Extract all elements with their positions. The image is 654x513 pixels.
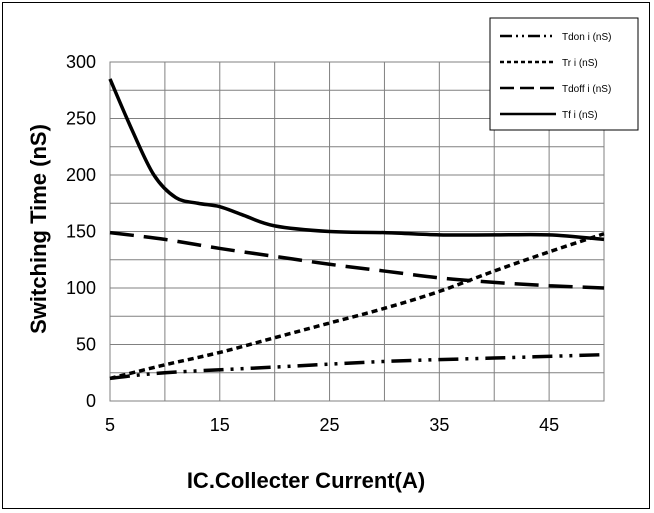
y-tick-label: 150 bbox=[66, 222, 96, 242]
x-tick-label: 5 bbox=[105, 415, 115, 435]
series-line-2 bbox=[109, 232, 605, 381]
y-tick-label: 0 bbox=[86, 391, 96, 411]
x-tick-label: 15 bbox=[210, 415, 230, 435]
legend-label-4: Tf i (nS) bbox=[562, 110, 598, 121]
y-tick-label: 250 bbox=[66, 109, 96, 129]
legend-label-2: Tr i (nS) bbox=[562, 58, 598, 69]
x-tick-label: 45 bbox=[539, 415, 559, 435]
plot-area bbox=[109, 61, 605, 402]
series-lines bbox=[108, 78, 605, 381]
x-axis-title: IC.Collecter Current(A) bbox=[187, 468, 425, 493]
y-tick-label: 50 bbox=[76, 335, 96, 355]
x-tick-label: 35 bbox=[429, 415, 449, 435]
legend-box bbox=[489, 17, 639, 131]
y-tick-label: 100 bbox=[66, 278, 96, 298]
y-tick-label: 200 bbox=[66, 165, 96, 185]
series-line-3 bbox=[109, 230, 605, 290]
y-tick-label: 300 bbox=[66, 52, 96, 72]
x-tick-labels: 5 15 25 35 45 bbox=[105, 415, 559, 435]
series-line-1 bbox=[109, 352, 605, 381]
legend: Tdon i (nS) Tr i (nS) Tdoff i (nS) Tf i (nS… bbox=[489, 17, 639, 131]
legend-label-1: Tdon i (nS) bbox=[562, 32, 611, 43]
y-tick-labels: 0 50 100 150 200 250 300 bbox=[66, 52, 96, 411]
legend-label-3: Tdoff i (nS) bbox=[562, 84, 611, 95]
y-axis-title: Switching Time (nS) bbox=[26, 124, 51, 334]
x-tick-label: 25 bbox=[320, 415, 340, 435]
series-line-4 bbox=[108, 78, 605, 242]
